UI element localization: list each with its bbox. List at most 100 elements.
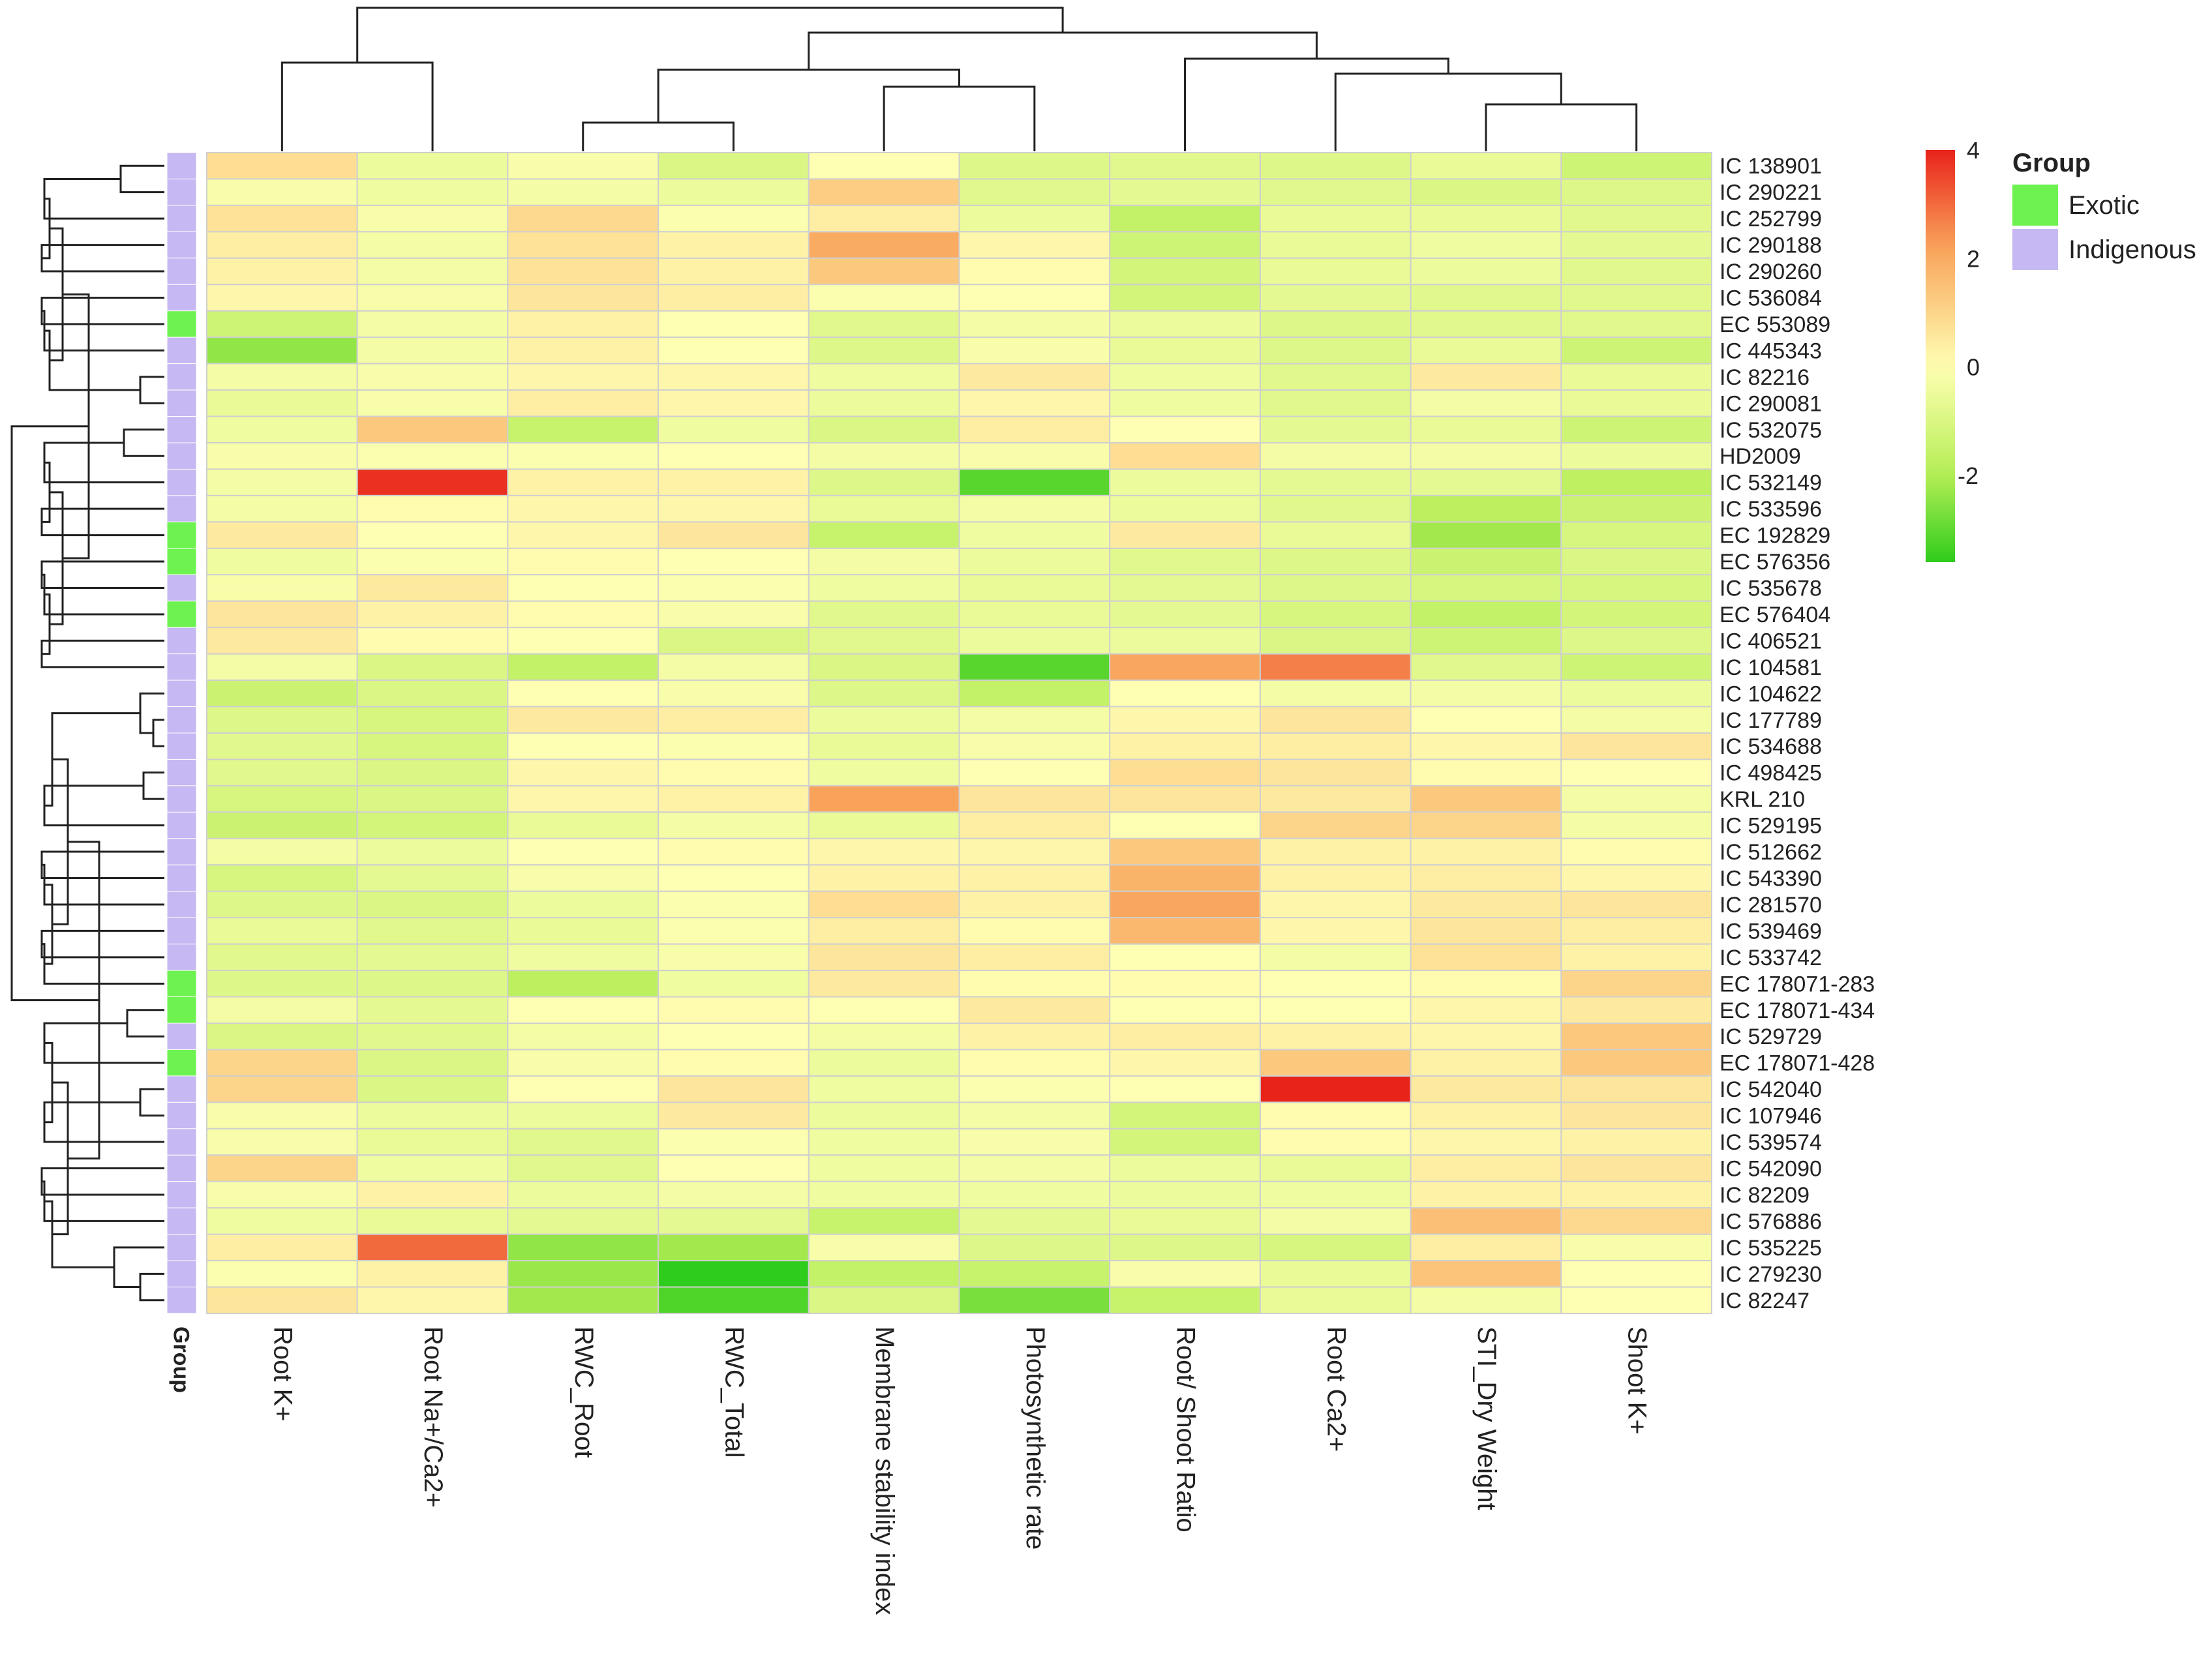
heatmap-cell <box>1109 574 1261 602</box>
group-annotation-cell <box>166 548 197 575</box>
column-label: Root/ Shoot Ratio <box>1172 1326 1200 1533</box>
row-label: IC 539469 <box>1720 919 1822 944</box>
column-dendrogram-branch <box>883 85 1036 151</box>
heatmap-cell <box>356 1049 509 1077</box>
heatmap-cell <box>356 389 509 417</box>
heatmap-cell <box>507 706 659 734</box>
row-dendrogram-branch <box>40 507 164 537</box>
row-label: IC 281570 <box>1720 893 1822 918</box>
heatmap-cell <box>1560 811 1713 839</box>
heatmap-cell <box>658 680 810 708</box>
heatmap-cell <box>356 231 509 259</box>
column-dendrogram-branch <box>280 61 434 151</box>
heatmap-cell <box>206 231 358 259</box>
heatmap-cell <box>1259 996 1412 1024</box>
group-annotation-cell <box>166 1101 197 1130</box>
heatmap-cell <box>1259 1260 1412 1288</box>
heatmap-cell <box>808 1128 960 1156</box>
group-annotation-cell <box>166 917 197 945</box>
heatmap-cell <box>1410 1023 1562 1051</box>
heatmap-cell <box>658 178 810 206</box>
heatmap-cell <box>206 943 358 972</box>
heatmap-cell <box>658 943 810 972</box>
heatmap-cell <box>1259 837 1412 866</box>
heatmap-cell <box>507 1154 659 1182</box>
heatmap-cell <box>206 204 358 233</box>
row-label: EC 178071-434 <box>1720 998 1875 1023</box>
heatmap-cell <box>1259 758 1412 786</box>
heatmap-cell <box>658 811 810 839</box>
heatmap-cell <box>1410 415 1562 444</box>
heatmap-cell <box>1109 996 1261 1024</box>
heatmap-cell <box>1259 1023 1412 1051</box>
heatmap-cell <box>507 785 659 813</box>
heatmap-cell <box>206 1180 358 1209</box>
row-dendrogram-branch <box>52 758 69 925</box>
heatmap-cell <box>1410 1180 1562 1209</box>
heatmap-cell <box>658 837 810 866</box>
heatmap-cell <box>1109 785 1261 813</box>
heatmap-cell <box>958 943 1111 972</box>
group-annotation-cell <box>166 1075 197 1103</box>
heatmap-cell <box>356 970 509 998</box>
group-annotation-cell <box>166 1207 197 1235</box>
heatmap-cell <box>1410 811 1562 839</box>
heatmap-cell <box>958 415 1111 444</box>
heatmap-cell <box>808 442 960 470</box>
row-dendrogram-branch <box>42 198 51 260</box>
heatmap-cell <box>808 837 960 866</box>
group-legend-swatch <box>2012 185 2058 226</box>
row-label: IC 104622 <box>1720 681 1822 706</box>
heatmap-cell <box>1560 1049 1713 1077</box>
column-label: RWC_Total <box>720 1326 748 1458</box>
heatmap-cell <box>958 1180 1111 1209</box>
heatmap-cell <box>1259 574 1412 602</box>
heatmap-cell <box>206 1233 358 1262</box>
heatmap-cell <box>206 706 358 734</box>
row-dendrogram-branch <box>52 1081 69 1236</box>
heatmap-cell <box>356 1075 509 1103</box>
heatmap-cell <box>808 653 960 681</box>
heatmap-cell <box>808 680 960 708</box>
heatmap-cell <box>1410 1286 1562 1314</box>
row-label: IC 290081 <box>1720 391 1822 416</box>
heatmap-cell <box>1259 1154 1412 1182</box>
heatmap-cell <box>1560 864 1713 892</box>
heatmap-cell <box>1259 284 1412 312</box>
heatmap-cell <box>1259 337 1412 365</box>
heatmap-cell <box>958 1023 1111 1051</box>
heatmap-cell <box>958 337 1111 365</box>
heatmap-cell <box>356 811 509 839</box>
heatmap-cell <box>206 1260 358 1288</box>
group-annotation-label: Group <box>169 1326 194 1393</box>
heatmap-cell <box>356 310 509 338</box>
group-annotation-cell <box>166 495 197 522</box>
heatmap-cell <box>206 970 358 998</box>
heatmap-cell <box>1410 337 1562 365</box>
heatmap-cell <box>1410 574 1562 602</box>
heatmap-cell <box>356 943 509 972</box>
heatmap-cell <box>206 152 358 180</box>
heatmap-cell <box>1109 917 1261 945</box>
heatmap-cell <box>958 442 1111 470</box>
heatmap-cell <box>658 284 810 312</box>
heatmap-cell <box>958 547 1111 576</box>
heatmap-cell <box>1560 1286 1713 1314</box>
heatmap-cell <box>206 574 358 602</box>
heatmap-cell <box>206 494 358 523</box>
heatmap-cell <box>808 706 960 734</box>
heatmap-cell <box>958 178 1111 206</box>
heatmap-cell <box>507 521 659 549</box>
row-label: IC 82209 <box>1720 1183 1810 1208</box>
heatmap-cell <box>1109 1260 1261 1288</box>
heatmap-cell <box>1109 1075 1261 1103</box>
row-label: EC 192829 <box>1720 524 1830 548</box>
heatmap-cell <box>658 337 810 365</box>
heatmap-cell <box>356 758 509 786</box>
row-label: HD2009 <box>1720 444 1801 469</box>
heatmap-cell <box>507 178 659 206</box>
heatmap-cell <box>206 415 358 444</box>
group-annotation-cell <box>166 732 197 760</box>
heatmap-cell <box>1109 627 1261 655</box>
heatmap-cell <box>507 310 659 338</box>
